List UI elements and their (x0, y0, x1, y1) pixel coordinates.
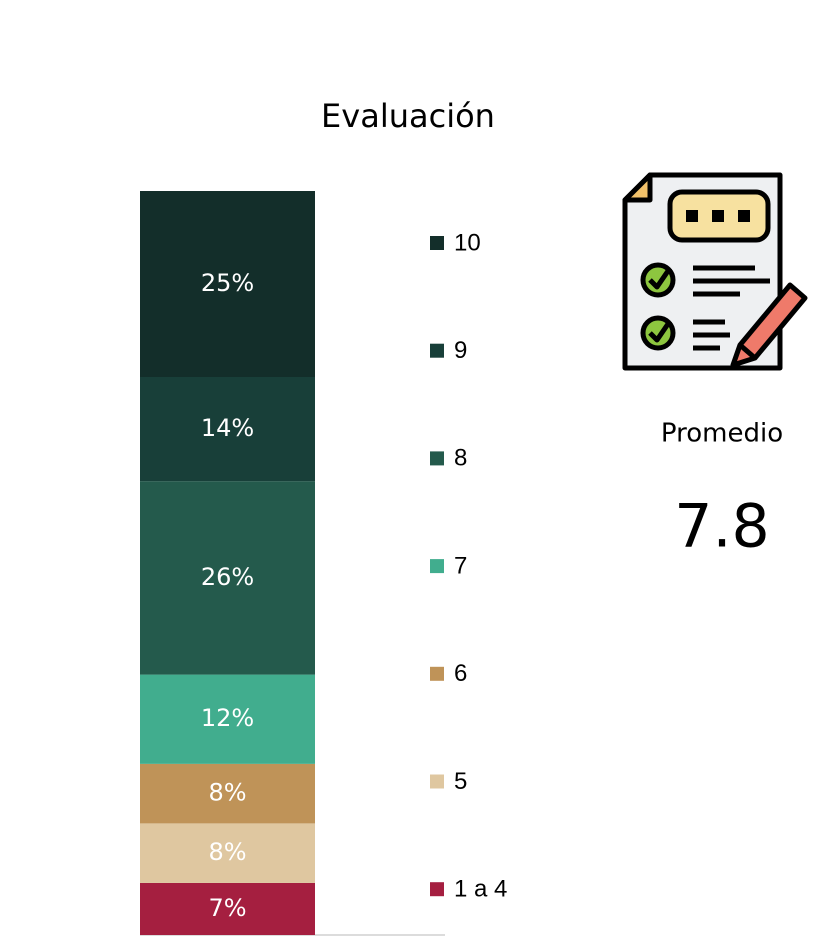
legend-swatch (430, 451, 444, 466)
legend-label: 5 (454, 768, 467, 795)
legend-label: 6 (454, 660, 467, 687)
legend-swatch (430, 666, 444, 681)
legend-label: 1 a 4 (454, 876, 507, 903)
bar-segment (140, 763, 315, 824)
legend-swatch (430, 343, 444, 358)
data-label: 25% (201, 269, 254, 297)
data-label: 8% (208, 838, 246, 866)
legend-swatch (430, 882, 444, 897)
data-label: 8% (208, 779, 246, 807)
bar-segment (140, 823, 315, 883)
data-label: 26% (201, 563, 254, 591)
legend-swatch (430, 774, 444, 789)
data-label: 14% (201, 414, 254, 442)
data-label: 7% (208, 894, 246, 922)
checklist-icon (622, 172, 808, 371)
legend-label: 10 (454, 229, 481, 256)
average-label: Promedio (661, 419, 783, 449)
bar-segment (140, 377, 315, 482)
bar-segment (140, 481, 315, 675)
data-label: 12% (201, 704, 254, 732)
bar-segment (140, 191, 315, 377)
legend-swatch (430, 236, 444, 250)
chart-title: Evaluación (321, 97, 495, 135)
bar-segment (140, 674, 315, 764)
bar-segment (140, 882, 315, 935)
legend-label: 9 (454, 337, 467, 364)
legend-swatch (430, 559, 444, 574)
legend-label: 7 (454, 552, 467, 579)
legend-label: 8 (454, 445, 467, 472)
average-value: 7.8 (674, 492, 769, 562)
